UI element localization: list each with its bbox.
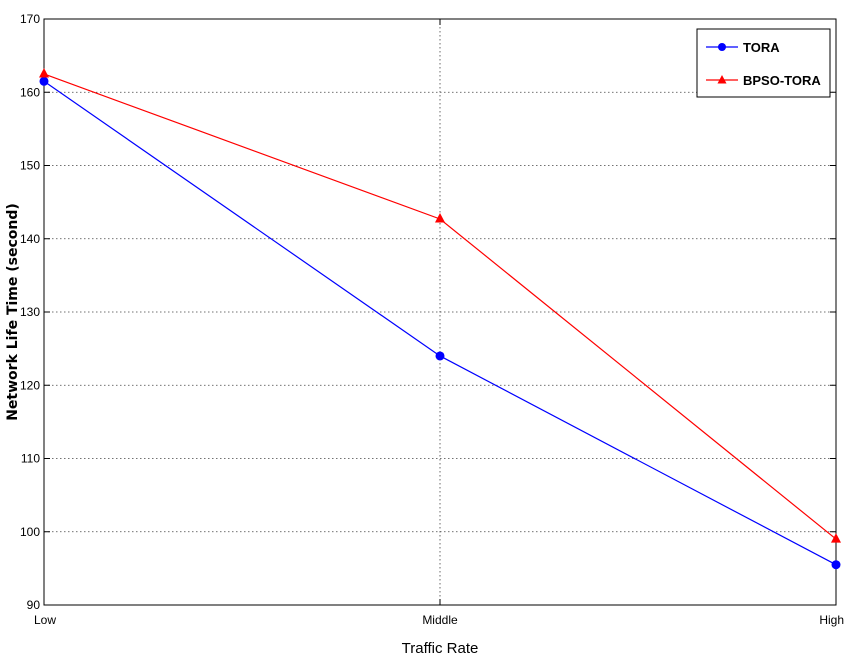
legend: TORA BPSO-TORA	[696, 28, 831, 98]
legend-box	[696, 28, 831, 98]
y-tick-label: 140	[20, 232, 40, 246]
legend-tora-label: TORA	[743, 40, 780, 55]
data-point-tora	[39, 76, 49, 86]
x-tick-label: Low	[34, 613, 56, 627]
x-tick-label: Middle	[422, 613, 458, 627]
y-tick-label: 160	[20, 85, 40, 99]
y-axis-ticks: 90 100 110 120 130 140 150 160 170	[20, 12, 836, 612]
data-point-bpso-tora	[831, 533, 841, 543]
y-tick-label: 170	[20, 12, 40, 26]
x-tick-label: High	[819, 613, 844, 627]
data-point-bpso-tora	[39, 67, 49, 78]
y-tick-label: 150	[20, 159, 40, 173]
y-tick-label: 100	[20, 525, 40, 539]
x-axis-label: Traffic Rate	[402, 640, 479, 657]
y-tick-label: 120	[20, 378, 40, 392]
data-point-tora	[831, 560, 841, 570]
y-tick-label: 110	[21, 452, 40, 466]
data-point-bpso-tora	[435, 212, 445, 223]
data-point-tora	[435, 351, 445, 361]
series-layer	[39, 67, 841, 570]
legend-bpso-tora-marker	[717, 75, 727, 84]
y-tick-label: 130	[20, 305, 40, 319]
legend-tora-marker	[718, 43, 726, 51]
x-axis-ticks: Low Middle High	[34, 19, 844, 627]
legend-bpso-tora-label: BPSO-TORA	[743, 73, 821, 88]
y-tick-label: 90	[27, 598, 41, 612]
gridlines	[44, 91, 836, 533]
y-axis-label: Network Life Time (second)	[5, 203, 21, 421]
